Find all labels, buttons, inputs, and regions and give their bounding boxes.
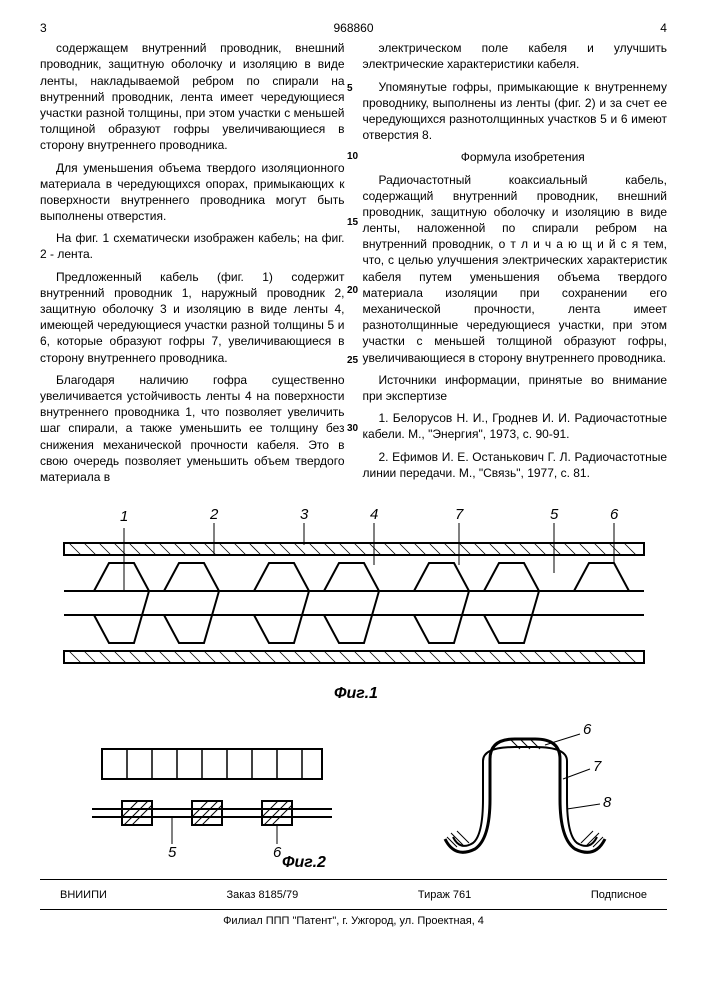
callout: 7	[593, 758, 602, 775]
footer: ВНИИПИ Заказ 8185/79 Тираж 761 Подписное…	[40, 879, 667, 929]
footer-address: Филиал ППП "Патент", г. Ужгород, ул. Про…	[40, 909, 667, 929]
source-item: 1. Белорусов Н. И., Гроднев И. И. Радиоч…	[363, 410, 668, 442]
paragraph: Для уменьшения объема твердого изоляцион…	[40, 160, 345, 225]
callout: 4	[370, 506, 378, 523]
figure-2: 5 6 Фиг.2 6 7 8	[40, 719, 667, 869]
figure-label: Фиг.2	[282, 854, 326, 869]
callout: 8	[603, 794, 612, 811]
figure-2-detail-svg: 6 7 8	[425, 719, 625, 869]
line-marker: 5	[347, 84, 353, 94]
callout: 3	[300, 506, 309, 523]
paragraph: электрическом поле кабеля и улучшить эле…	[363, 40, 668, 72]
callout: 6	[273, 844, 282, 861]
right-column: электрическом поле кабеля и улучшить эле…	[363, 40, 668, 491]
header-row: 3 968860 4	[40, 20, 667, 36]
paragraph: Упомянутые гофры, примыкающие к внутренн…	[363, 79, 668, 144]
footer-row: ВНИИПИ Заказ 8185/79 Тираж 761 Подписное	[40, 886, 667, 905]
footer-order: Заказ 8185/79	[227, 888, 299, 903]
figure-1: 1 2 3 4 7 5 6 Фиг.1	[40, 503, 667, 707]
page-number-right: 4	[660, 20, 667, 36]
figure-label: Фиг.1	[334, 685, 378, 702]
footer-sub: Подписное	[591, 888, 647, 903]
figure-1-svg: 1 2 3 4 7 5 6 Фиг.1	[54, 503, 654, 703]
line-marker: 25	[347, 356, 358, 366]
page-number-left: 3	[40, 20, 47, 36]
paragraph: Предложенный кабель (фиг. 1) содержит вн…	[40, 269, 345, 366]
page: 3 968860 4 5 10 15 20 25 30 содержащем в…	[0, 0, 707, 1000]
footer-org: ВНИИПИ	[60, 888, 107, 903]
line-marker: 30	[347, 424, 358, 434]
figure-2-tape-svg: 5 6 Фиг.2	[82, 739, 342, 869]
formula-title: Формула изобретения	[363, 149, 668, 165]
paragraph: содержащем внутренний проводник, внешний…	[40, 40, 345, 153]
footer-tirazh: Тираж 761	[418, 888, 471, 903]
sources-title: Источники информации, принятые во вниман…	[363, 372, 668, 404]
source-item: 2. Ефимов И. Е. Останькович Г. Л. Радиоч…	[363, 449, 668, 481]
callout: 1	[120, 508, 128, 525]
line-marker: 10	[347, 152, 358, 162]
callout: 2	[209, 506, 219, 523]
paragraph: На фиг. 1 схематически изображен кабель;…	[40, 230, 345, 262]
paragraph: Радиочастотный коаксиальный кабель, соде…	[363, 172, 668, 366]
callout: 6	[583, 721, 592, 738]
line-marker: 15	[347, 218, 358, 228]
left-column: содержащем внутренний проводник, внешний…	[40, 40, 345, 491]
line-marker: 20	[347, 286, 358, 296]
callout: 5	[550, 506, 559, 523]
doc-number: 968860	[333, 20, 373, 36]
callout: 7	[455, 506, 464, 523]
paragraph: Благодаря наличию гофра существенно увел…	[40, 372, 345, 485]
callout: 6	[610, 506, 619, 523]
callout: 5	[168, 844, 177, 861]
